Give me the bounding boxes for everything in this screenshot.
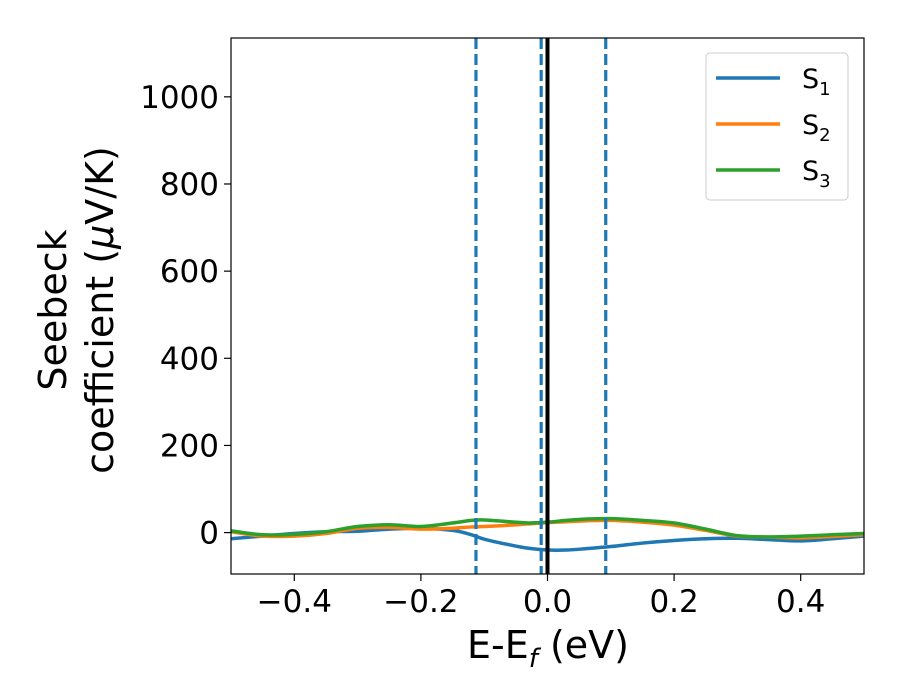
y-tick-label: 400 [160,341,219,377]
y-tick-label: 0 [199,516,219,552]
legend-label: S2 [802,110,831,146]
legend-item-s1: S1 [716,64,831,100]
x-tick-label: −0.2 [383,584,458,620]
series-layer [231,516,864,552]
legend-box [705,52,849,201]
y-axis: 0 200 400 600 800 1000 [140,80,231,552]
x-axis-title-unit: (eV) [538,623,629,667]
x-axis-title-main: E-E [467,623,529,667]
y-tick-label: 600 [160,254,219,290]
x-axis: −0.4 −0.2 0.0 0.2 0.4 [257,574,825,620]
y-axis-title-line1: Seebeck [31,229,75,390]
legend-label: S3 [802,156,831,192]
series-line-s3 [231,516,864,539]
x-tick-label: 0.4 [776,584,825,620]
y-tick-label: 200 [160,428,219,464]
x-tick-label: 0.0 [523,584,572,620]
y-tick-label: 800 [160,167,219,203]
x-tick-label: −0.4 [257,584,332,620]
y-axis-title-line2: coefficient (μV/K) [78,146,122,474]
y-axis-title: Seebeck coefficient (μV/K) [31,146,122,474]
legend-item-s2: S2 [716,110,831,146]
legend: S1 S2 S3 [705,52,849,201]
x-tick-label: 0.2 [649,584,698,620]
legend-item-s3: S3 [716,156,831,192]
series-line-s1 [231,526,864,552]
mu-symbol: μ [78,225,122,250]
y-tick-label: 1000 [140,80,219,116]
vertical-lines-layer [474,38,608,574]
x-axis-title: E-Ef (eV) [467,623,629,674]
legend-label: S1 [802,64,831,100]
